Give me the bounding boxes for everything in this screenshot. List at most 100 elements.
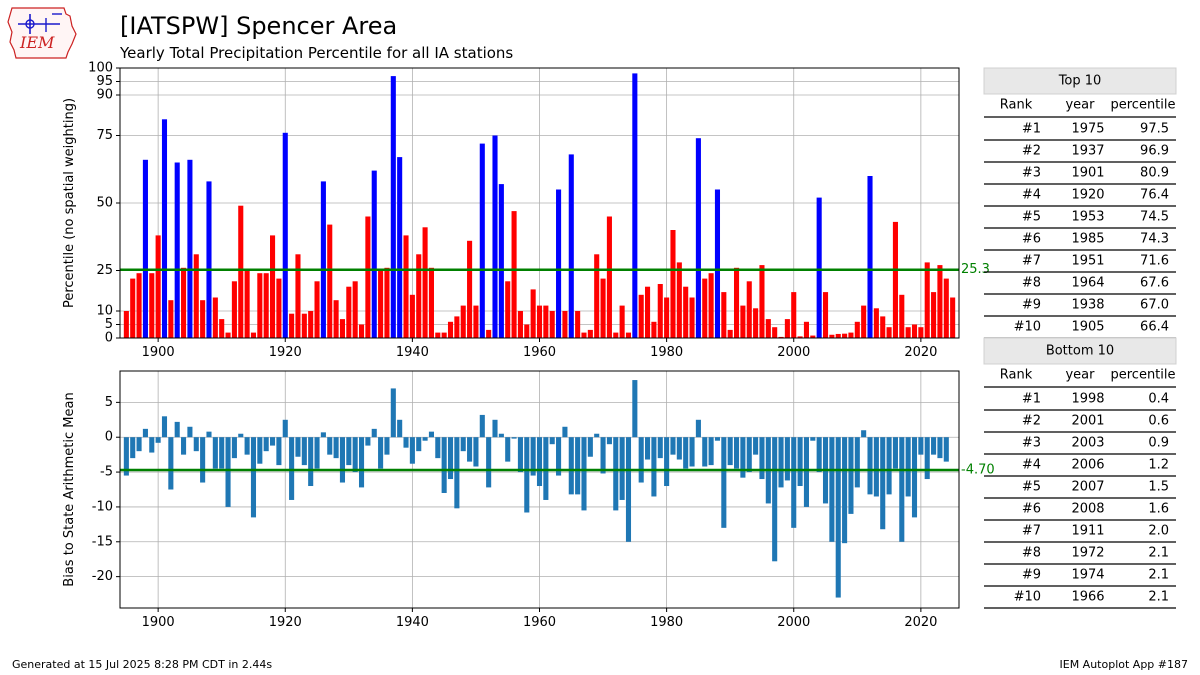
bottom10-year: 1911: [1071, 524, 1104, 539]
percentile-bar-2024: [943, 278, 949, 338]
percentile-bar-1977: [645, 286, 651, 338]
top10-rank: #5: [1022, 210, 1041, 225]
percentile-bar-1898: [142, 159, 148, 338]
bias-bar-1976: [638, 437, 644, 483]
bias-bar-1925: [314, 437, 320, 469]
iem-logo: IEM: [7, 7, 77, 59]
top10-year: 1951: [1071, 254, 1104, 269]
percentile-bar-1988: [714, 189, 721, 338]
bias-bar-1905: [187, 426, 193, 438]
top10-percentile: 80.9: [1140, 166, 1169, 181]
bias-bar-2015: [886, 437, 892, 495]
bias-bar-2005: [822, 437, 829, 504]
percentile-bar-1907: [200, 300, 206, 338]
bias-bar-1959: [530, 437, 536, 476]
top10-year: 1964: [1071, 276, 1104, 291]
percentile-ytick-label: 50: [96, 196, 113, 211]
percentile-bar-2010: [854, 321, 860, 338]
percentile-bar-1951: [479, 143, 485, 338]
percentile-bar-2009: [848, 332, 854, 338]
bottom10-percentile: 0.6: [1148, 414, 1169, 429]
bottom10-percentile: 1.5: [1148, 480, 1169, 495]
percentile-bar-1932: [358, 324, 365, 338]
bias-bar-2006: [829, 437, 835, 542]
bottom10-percentile: 1.6: [1148, 502, 1169, 517]
bias-bar-1945: [441, 437, 447, 493]
percentile-bar-1922: [295, 254, 301, 338]
percentile-bar-1958: [524, 324, 530, 338]
bias-bar-1975: [632, 380, 638, 438]
bias-bar-1934: [371, 428, 377, 438]
bias-bar-2001: [797, 437, 803, 487]
percentile-bar-1959: [530, 289, 536, 338]
percentile-bar-1982: [676, 262, 682, 338]
bias-bar-1923: [301, 437, 307, 466]
bias-bar-1988: [714, 437, 721, 441]
bias-bar-1974: [625, 437, 632, 542]
percentile-bar-2008: [842, 333, 848, 338]
bias-bar-1991: [733, 437, 740, 469]
bias-bar-1956: [511, 437, 517, 439]
percentile-bar-1937: [390, 76, 396, 338]
bias-chart: -4.70 -20 -15 -10 -5 0 5 1900 1920 1940 1960 1980 20…: [62, 370, 995, 630]
top10-year: 1901: [1071, 166, 1104, 181]
bias-bar-2014: [880, 437, 886, 530]
bias-bar-1942: [422, 437, 428, 441]
bias-bar-1936: [384, 437, 390, 455]
percentile-bar-1968: [587, 329, 593, 338]
percentile-bar-1980: [664, 297, 670, 338]
bias-bar-1929: [339, 437, 346, 483]
percentile-bar-1986: [702, 278, 708, 338]
bottom10-percentile: 2.1: [1148, 590, 1169, 605]
percentile-ytick-label: 90: [96, 88, 113, 103]
bias-frame: [119, 370, 960, 609]
percentile-bar-1973: [619, 305, 625, 338]
bias-bar-1910: [219, 437, 225, 469]
bias-bar-1967: [581, 437, 587, 511]
bottom10-percentile: 1.2: [1148, 458, 1169, 473]
percentile-bar-1941: [416, 254, 422, 338]
percentile-bar-1969: [594, 254, 600, 338]
percentile-bar-1906: [193, 254, 199, 338]
bias-bar-1973: [619, 437, 625, 500]
bias-bar-1953: [492, 419, 498, 438]
percentile-bar-1934: [371, 170, 377, 338]
percentile-bar-1960: [536, 305, 543, 338]
top10-year: 1975: [1071, 122, 1104, 137]
top10-rank: #9: [1022, 298, 1041, 313]
bias-bar-1985: [695, 419, 701, 438]
percentile-bar-2003: [810, 335, 816, 338]
percentile-bar-1929: [339, 319, 346, 338]
top10-rank: #6: [1022, 232, 1041, 247]
top10-title-bg: [983, 67, 1177, 95]
bias-ytick-label: -20: [92, 569, 113, 584]
percentile-bar-1978: [651, 321, 657, 338]
bottom10-percentile: 0.4: [1148, 392, 1169, 407]
bottom10-year: 2001: [1071, 414, 1104, 429]
bias-bar-1952: [486, 437, 492, 488]
bias-bar-1938: [397, 419, 403, 438]
bias-bar-1987: [708, 437, 714, 466]
percentile-bar-1972: [613, 332, 619, 338]
bias-bar-2003: [810, 437, 816, 441]
bias-bar-1901: [161, 416, 168, 438]
percentile-bar-1911: [225, 332, 231, 338]
bias-xtick-label: 1960: [523, 615, 556, 630]
percentile-xtick-label: 1980: [650, 345, 683, 360]
percentile-bar-1936: [384, 267, 390, 338]
bias-bar-2017: [899, 437, 905, 542]
bias-bar-1994: [753, 437, 759, 455]
percentile-bar-1895: [123, 311, 129, 338]
bias-bar-1921: [289, 437, 295, 500]
top10-percentile: 76.4: [1140, 188, 1169, 203]
percentile-bar-1928: [333, 300, 339, 338]
bottom10-rank: #1: [1022, 392, 1041, 407]
percentile-bar-1915: [250, 332, 257, 338]
percentile-bar-1965: [568, 154, 574, 338]
percentile-bar-1990: [727, 329, 733, 338]
bias-bar-1907: [200, 437, 206, 483]
percentile-bar-1970: [600, 278, 606, 338]
bias-bar-1949: [467, 437, 473, 462]
percentile-bar-1899: [149, 273, 155, 338]
percentile-bar-1923: [301, 313, 307, 338]
